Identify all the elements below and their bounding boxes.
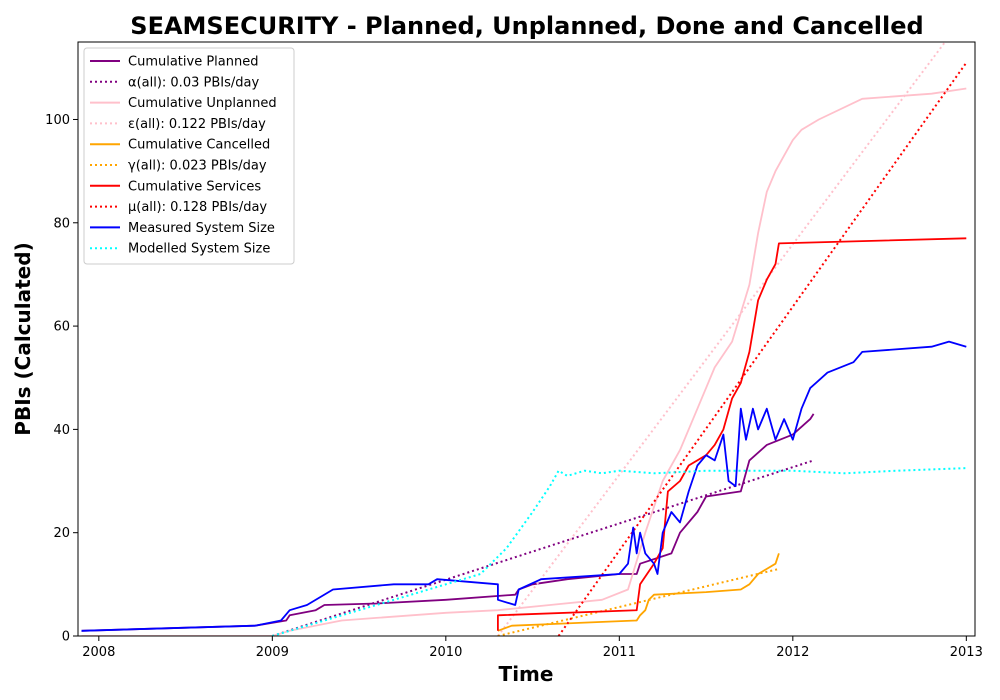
legend-label-9: Modelled System Size — [128, 242, 270, 257]
y-tick-label-4: 80 — [53, 216, 70, 231]
series-line-2 — [81, 87, 967, 636]
legend: Cumulative Planned α(all): 0.03 PBIs/day C… — [83, 47, 295, 265]
y-tick-label-1: 20 — [53, 526, 70, 541]
x-tick-label-5: 2013 — [950, 645, 983, 660]
y-tick-label-5: 100 — [45, 113, 70, 128]
x-tick-label-2: 2010 — [429, 645, 462, 660]
legend-label-0: Cumulative Planned — [128, 55, 258, 70]
plot-frame — [77, 41, 976, 637]
ticks-layer: 2008 2009 2010 2011 2012 2013 0 20 40 60 80 100 — [45, 113, 983, 660]
x-axis-label: Time — [499, 662, 554, 686]
y-tick-label-3: 60 — [53, 320, 70, 335]
series-line-5 — [497, 567, 780, 636]
series-line-0 — [81, 413, 815, 632]
series-line-6 — [497, 237, 967, 631]
legend-box — [83, 47, 295, 265]
y-axis-label: PBIs (Calculated) — [11, 242, 35, 435]
x-tick-label-3: 2011 — [603, 645, 636, 660]
legend-label-8: Measured System Size — [128, 221, 275, 236]
x-tick-label-1: 2009 — [256, 645, 289, 660]
y-tick-label-2: 40 — [53, 423, 70, 438]
x-tick-label-4: 2012 — [776, 645, 809, 660]
x-tick-label-0: 2008 — [82, 645, 115, 660]
chart-title: SEAMSECURITY - Planned, Unplanned, Done … — [130, 12, 923, 40]
legend-label-2: Cumulative Unplanned — [128, 96, 277, 111]
y-tick-label-0: 0 — [62, 630, 70, 645]
series-line-3 — [497, 42, 947, 636]
legend-label-1: α(all): 0.03 PBIs/day — [128, 75, 259, 90]
legend-label-6: Cumulative Services — [128, 179, 261, 194]
legend-label-7: μ(all): 0.128 PBIs/day — [128, 200, 267, 215]
legend-label-4: Cumulative Cancelled — [128, 138, 270, 153]
series-line-8 — [81, 340, 967, 632]
series-line-7 — [557, 62, 968, 636]
series-line-9 — [272, 467, 967, 636]
legend-label-5: γ(all): 0.023 PBIs/day — [128, 159, 267, 174]
legend-label-3: ε(all): 0.122 PBIs/day — [128, 117, 266, 132]
series-layer — [81, 42, 968, 636]
series-line-1 — [271, 459, 814, 636]
